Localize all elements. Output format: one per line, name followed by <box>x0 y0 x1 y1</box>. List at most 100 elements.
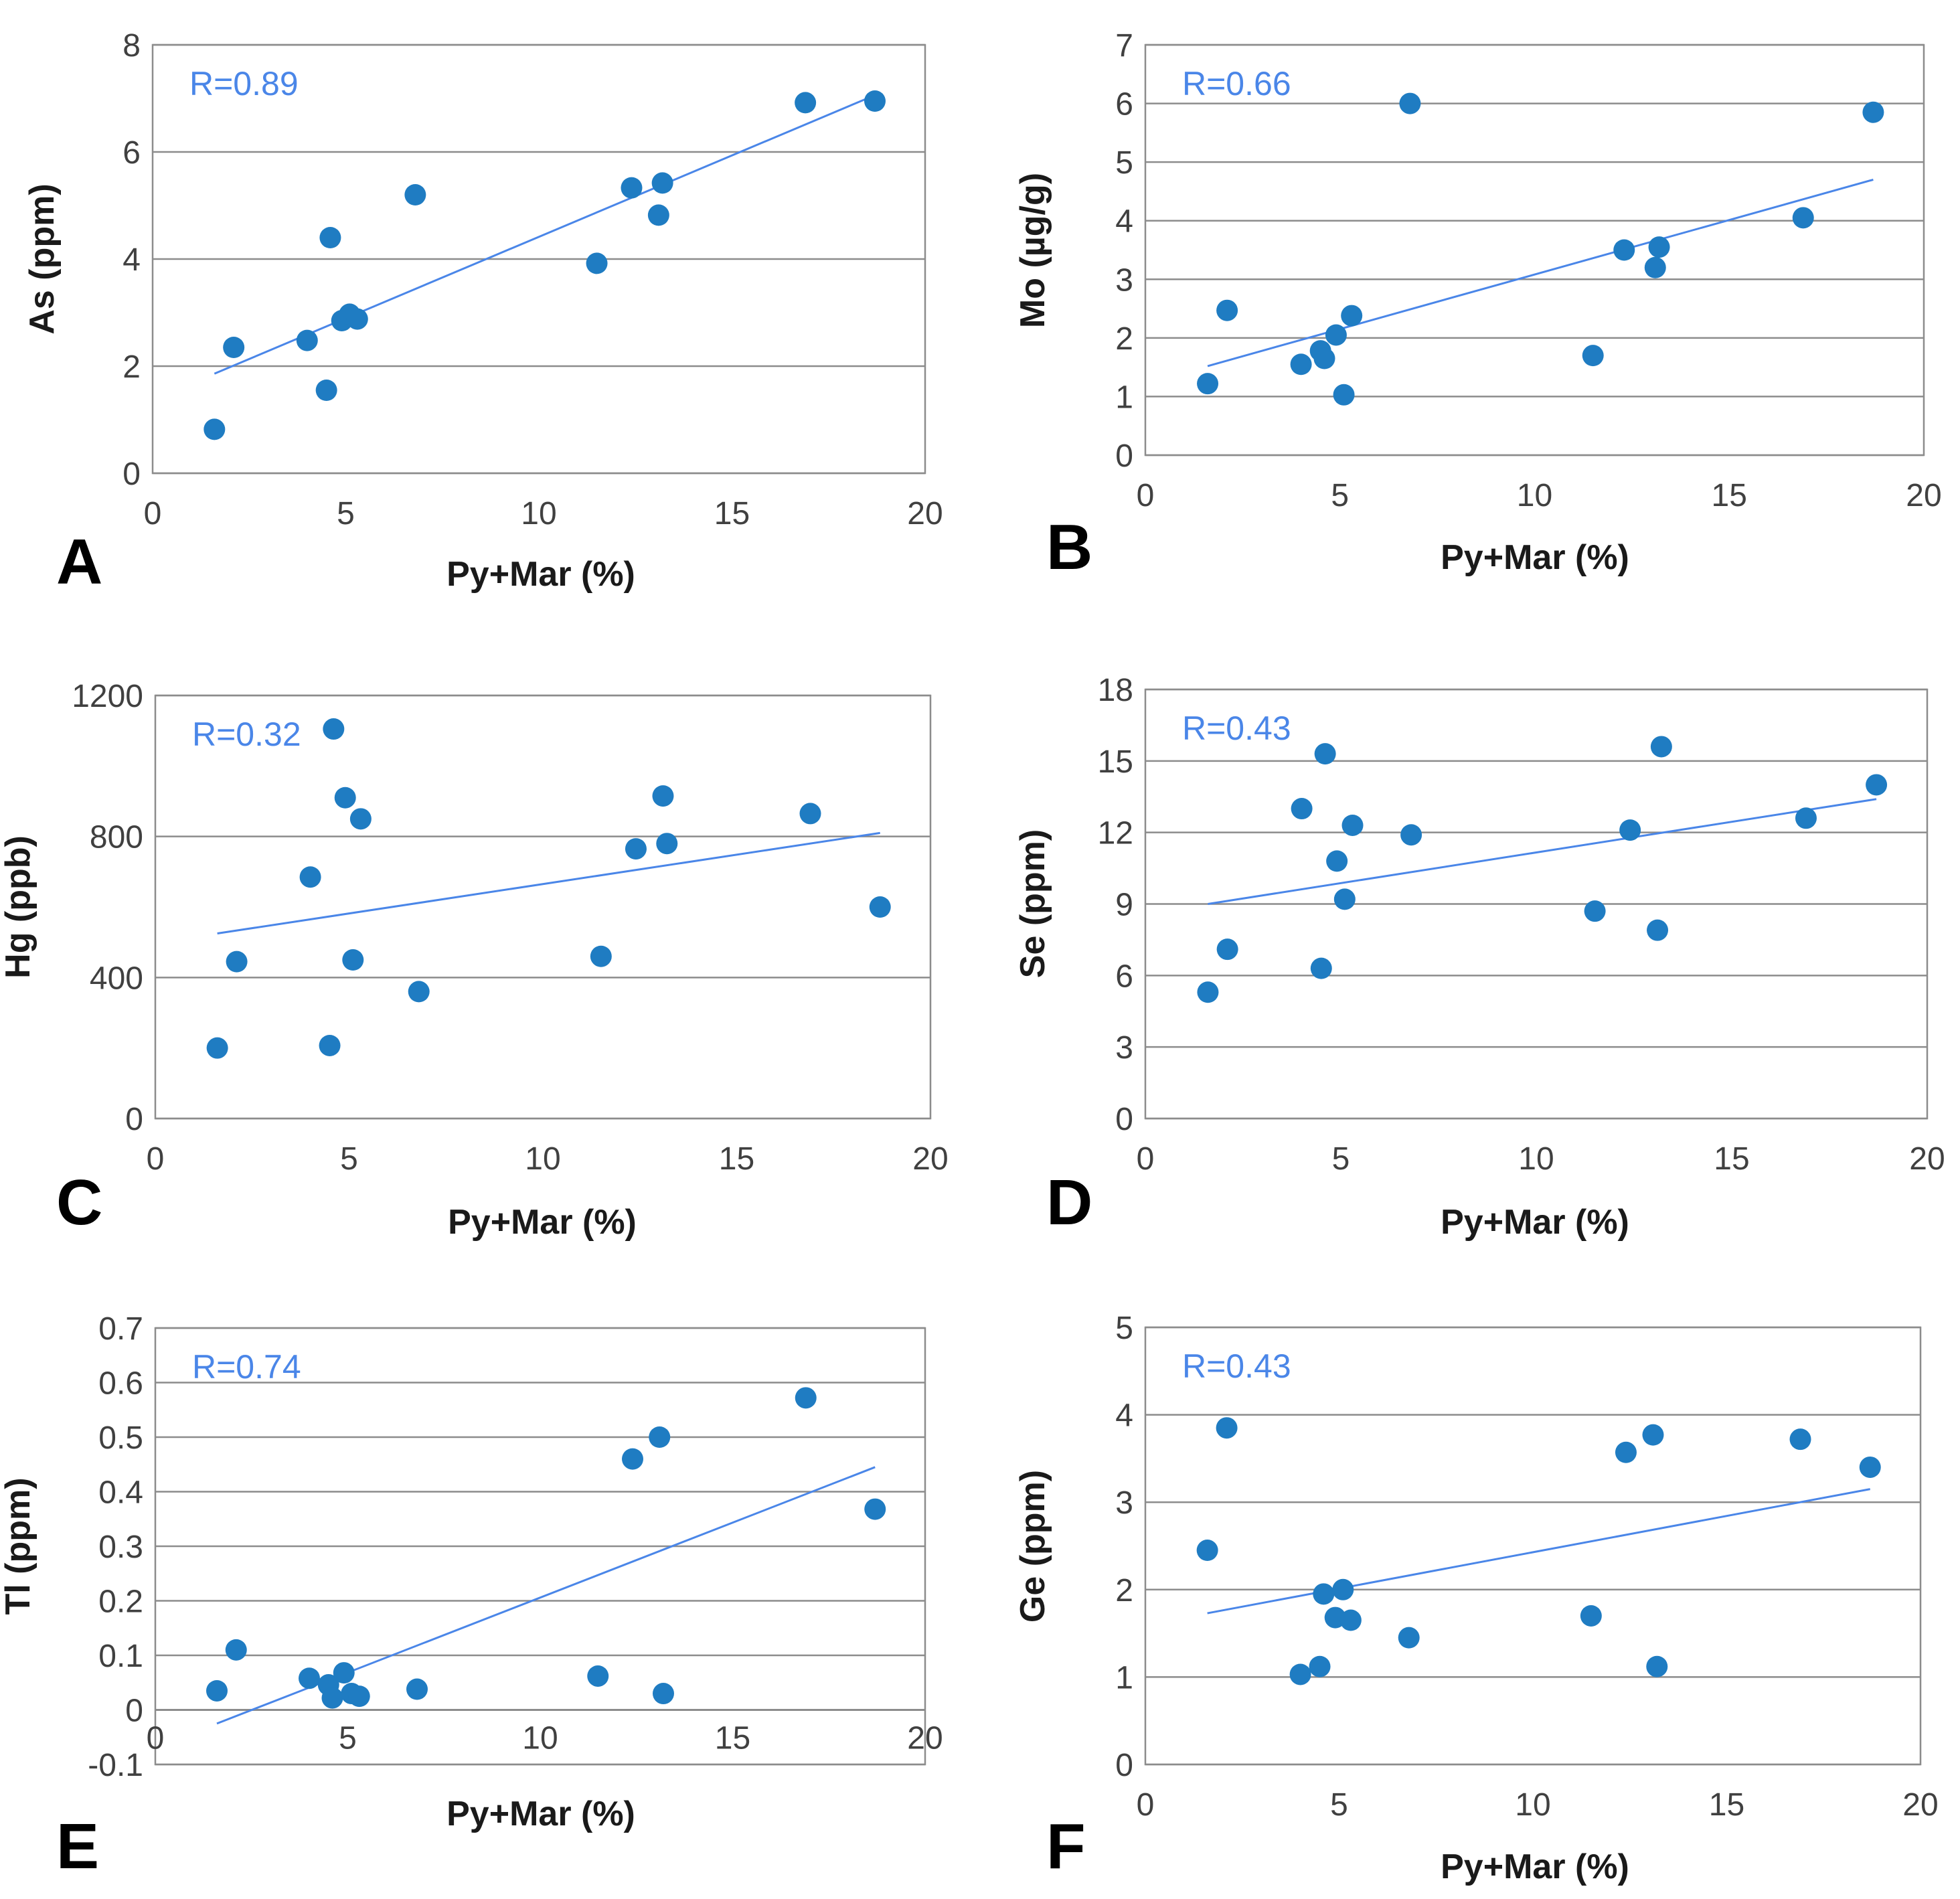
data-point <box>1290 353 1312 376</box>
y-tick-label: 5 <box>1115 1311 1133 1346</box>
data-point <box>348 1685 370 1708</box>
data-point <box>1866 774 1888 796</box>
data-point <box>1859 1456 1881 1478</box>
panel-letter-b: B <box>1046 511 1092 583</box>
data-point <box>1326 850 1348 872</box>
y-tick-label: 1 <box>1115 1660 1133 1696</box>
x-tick-label: 5 <box>1332 1141 1350 1177</box>
y-tick-label: 7 <box>1115 28 1133 64</box>
data-point <box>1862 101 1884 123</box>
x-tick-label: 0 <box>1137 1787 1155 1823</box>
panel-e: -0.100.10.20.30.40.50.60.70 5 10 15 20R=0.74… <box>0 1311 943 1882</box>
correlation-label: R=0.89 <box>189 65 299 102</box>
data-point <box>647 204 669 226</box>
y-tick-label: 400 <box>90 961 143 996</box>
data-point <box>1313 1583 1335 1605</box>
data-point <box>333 1662 355 1684</box>
y-tick-label: 4 <box>1115 1398 1133 1434</box>
y-tick-label: -0.1 <box>88 1748 143 1783</box>
data-point <box>1216 938 1238 961</box>
y-tick-label: 6 <box>1115 87 1133 122</box>
data-point <box>622 1448 643 1470</box>
panel-b: 0 1 2 3 4 5 6 7 0 5 10 15 20 R=0.66 Py+Mar (%) Mo (µg/g… <box>1013 28 1942 583</box>
y-tick-label: 0 <box>1115 1102 1133 1137</box>
panel-letter-c: C <box>56 1167 102 1238</box>
x-tick-label: 5 <box>1330 1787 1348 1823</box>
y-tick-label: 0.6 <box>98 1366 143 1402</box>
trend-line <box>214 94 876 375</box>
data-point <box>319 1034 341 1056</box>
y-tick-label: 2 <box>1115 1573 1133 1608</box>
data-point <box>1289 1663 1311 1685</box>
y-tick-label: 5 <box>1115 145 1133 181</box>
y-tick-label: 0 <box>1115 1748 1133 1783</box>
data-point <box>1309 1655 1331 1677</box>
correlation-label: R=0.32 <box>192 716 301 753</box>
data-point <box>1795 807 1817 829</box>
x-tick-label: 5 <box>337 496 355 531</box>
y-tick-label: 4 <box>122 242 141 278</box>
data-point <box>299 1667 320 1689</box>
y-tick-label: 0.3 <box>98 1530 143 1565</box>
data-point <box>225 1639 247 1661</box>
data-point <box>1341 814 1364 836</box>
data-point <box>1647 919 1669 941</box>
panel-letter-e: E <box>56 1811 99 1882</box>
y-tick-label: 2 <box>1115 321 1133 357</box>
x-tick-label: 5 <box>340 1141 358 1177</box>
data-point <box>1339 1609 1362 1631</box>
data-point <box>404 184 426 205</box>
panel-d: 0 3 6 9 12 15 18 0 5 10 15 20 R=0.43 Py+Mar (%) Se (pp… <box>1013 673 1945 1242</box>
x-axis-title: Py+Mar (%) <box>1441 538 1629 577</box>
data-point <box>296 329 318 351</box>
data-point <box>652 785 674 807</box>
data-point <box>1399 92 1421 114</box>
data-point <box>1196 1540 1218 1562</box>
data-point <box>587 1665 609 1687</box>
data-point <box>1582 345 1604 367</box>
x-tick-label: 15 <box>719 1141 754 1177</box>
data-point <box>1580 1604 1602 1627</box>
y-tick-label: 4 <box>1115 204 1133 240</box>
x-axis-title: Py+Mar (%) <box>1441 1847 1629 1886</box>
plot-frame <box>1144 44 1925 457</box>
data-point <box>1646 1655 1668 1677</box>
data-point <box>869 896 891 918</box>
x-tick-label: 15 <box>715 1721 750 1756</box>
y-tick-label: 9 <box>1115 888 1133 923</box>
data-point <box>1584 900 1606 922</box>
data-point <box>651 172 673 194</box>
data-point <box>625 838 647 860</box>
data-point <box>1398 1627 1420 1649</box>
y-axis-title: Se (ppm) <box>1013 829 1052 978</box>
data-point <box>334 787 356 809</box>
x-tick-label: 15 <box>1714 1141 1749 1177</box>
data-point <box>226 951 248 973</box>
data-point <box>223 337 245 358</box>
data-point <box>1648 236 1670 258</box>
data-point <box>864 1498 886 1520</box>
data-point <box>1619 819 1641 841</box>
data-point <box>799 803 821 825</box>
x-tick-label: 10 <box>521 496 556 531</box>
panel-letter-a: A <box>56 526 102 598</box>
y-axis-title: As (ppm) <box>23 183 62 334</box>
data-point <box>319 227 341 248</box>
y-tick-label: 0.7 <box>98 1311 143 1347</box>
y-tick-label: 0 <box>125 1102 143 1137</box>
x-tick-label: 0 <box>1137 1141 1155 1177</box>
y-axis-title: Mo (µg/g) <box>1013 173 1052 328</box>
data-point <box>1644 256 1666 278</box>
x-tick-label: 5 <box>339 1721 357 1756</box>
x-tick-label: 10 <box>522 1721 558 1756</box>
panel-a: 0 2 4 6 8 0 5 10 15 20 R=0.89 Py+Mar (%) As (ppm) A <box>23 28 943 598</box>
trend-line <box>1207 1488 1871 1615</box>
panel-f: 0 1 2 3 4 5 0 5 10 15 20 R=0.43 Py+Mar (%) Ge (ppm) F <box>1013 1311 1939 1886</box>
data-point <box>299 866 321 888</box>
x-tick-label: 0 <box>144 496 162 531</box>
y-tick-label: 18 <box>1098 673 1133 708</box>
x-tick-label: 20 <box>912 1141 948 1177</box>
correlation-label: R=0.74 <box>192 1348 301 1386</box>
plot-frame <box>154 1327 926 1766</box>
panel-letter-d: D <box>1046 1167 1092 1238</box>
